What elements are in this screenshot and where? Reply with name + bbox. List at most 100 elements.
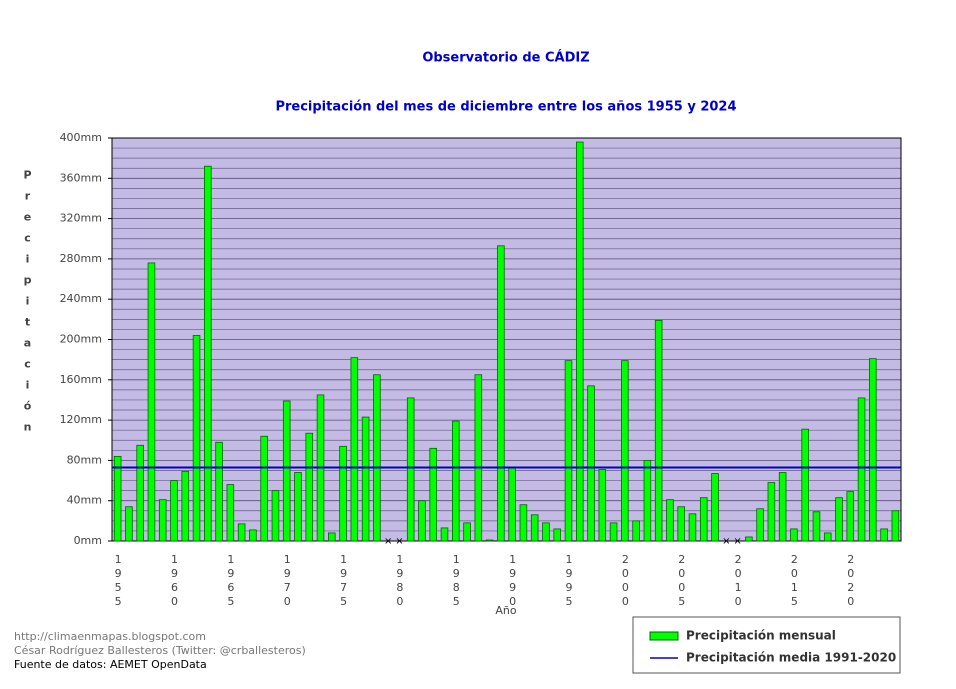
legend-swatch: [649, 631, 679, 641]
bar: [632, 520, 640, 542]
y-tick-label: 0mm: [74, 534, 102, 547]
bar: [677, 506, 685, 542]
x-tick-label: 1980: [393, 553, 406, 609]
bar: [542, 522, 550, 542]
bar: [869, 358, 877, 542]
missing-marker: ×: [722, 536, 730, 547]
bar: [485, 539, 494, 542]
bar: [609, 522, 618, 542]
missing-marker: ×: [384, 536, 392, 547]
bar: [880, 528, 888, 542]
bar: [711, 473, 719, 542]
missing-marker: ×: [733, 536, 741, 547]
bar: [519, 504, 528, 542]
bar: [790, 528, 798, 542]
bar: [215, 441, 223, 542]
bar: [508, 467, 516, 542]
plot-border: [111, 137, 902, 542]
y-tick-label: 400mm: [60, 131, 102, 144]
y-tick-label: 200mm: [60, 333, 102, 346]
bar: [474, 374, 483, 542]
x-tick-label: 1970: [281, 553, 294, 609]
x-tick-label: 2005: [675, 553, 688, 609]
bar: [451, 420, 460, 542]
x-tick-label: 2010: [732, 553, 745, 609]
bar: [136, 444, 144, 542]
bar: [418, 500, 426, 542]
x-tick-label: 1985: [450, 553, 463, 609]
legend-box: [632, 616, 901, 674]
bar: [429, 447, 438, 542]
footer-line: Fuente de datos: AEMET OpenData: [14, 658, 207, 671]
legend-label: Precipitación media 1991-2020: [686, 651, 896, 665]
bar: [237, 523, 246, 542]
bar: [373, 374, 381, 542]
y-tick-label: 40mm: [67, 494, 102, 507]
footer-line: César Rodríguez Ballesteros (Twitter: @c…: [14, 644, 306, 657]
bar: [621, 360, 629, 542]
bar: [147, 262, 156, 542]
bar: [745, 536, 753, 542]
bar: [643, 459, 652, 542]
bar: [339, 445, 347, 542]
y-tick-label: 320mm: [60, 212, 102, 225]
x-axis-label: Año: [495, 604, 516, 617]
bar: [688, 513, 697, 542]
bar: [598, 469, 607, 542]
bar: [497, 245, 505, 542]
bar: [812, 511, 821, 542]
x-tick-label: 1955: [112, 553, 125, 609]
bar: [350, 357, 359, 542]
y-tick-label: 360mm: [60, 171, 102, 184]
x-tick-label: 2015: [788, 553, 801, 609]
bar: [891, 510, 900, 542]
bar: [305, 432, 314, 542]
chart-subtitle: Precipitación del mes de diciembre entre…: [275, 100, 736, 115]
x-tick-label: 1960: [168, 553, 181, 609]
bar: [553, 528, 562, 542]
bar: [564, 360, 573, 542]
bar: [328, 532, 336, 542]
bar: [170, 480, 178, 542]
x-tick-label: 1990: [506, 553, 519, 609]
bar: [181, 471, 190, 542]
y-axis-label: Precipitación: [21, 169, 34, 442]
bar: [294, 472, 302, 542]
x-tick-label: 1995: [562, 553, 575, 609]
bar: [801, 428, 809, 542]
bar: [699, 497, 708, 542]
bar: [440, 527, 449, 542]
y-tick-label: 160mm: [60, 373, 102, 386]
bar: [125, 506, 133, 542]
bar: [406, 397, 415, 542]
x-tick-label: 1975: [337, 553, 350, 609]
bar: [226, 484, 235, 542]
bar: [204, 165, 212, 542]
x-tick-label: 2020: [844, 553, 857, 609]
chart-title: Observatorio de CÁDIZ: [422, 50, 589, 66]
y-tick-label: 80mm: [67, 453, 102, 466]
footer-line: http://climaenmapas.blogspot.com: [14, 630, 206, 643]
bar: [113, 455, 122, 542]
bar: [778, 472, 787, 542]
bar: [587, 385, 595, 542]
bar: [575, 141, 584, 542]
bar: [767, 482, 776, 542]
y-tick-label: 240mm: [60, 292, 102, 305]
bar: [249, 529, 257, 542]
x-tick-label: 2000: [619, 553, 632, 609]
bar: [835, 497, 843, 542]
bar: [530, 514, 539, 542]
bar: [823, 532, 832, 542]
bar: [361, 416, 370, 542]
bar: [846, 491, 855, 542]
bar: [463, 522, 471, 542]
bar: [260, 435, 268, 542]
bar: [654, 319, 663, 542]
y-tick-label: 120mm: [60, 413, 102, 426]
bar: [756, 508, 764, 542]
y-tick-label: 280mm: [60, 252, 102, 265]
missing-marker: ×: [395, 536, 403, 547]
legend-label: Precipitación mensual: [686, 629, 836, 643]
